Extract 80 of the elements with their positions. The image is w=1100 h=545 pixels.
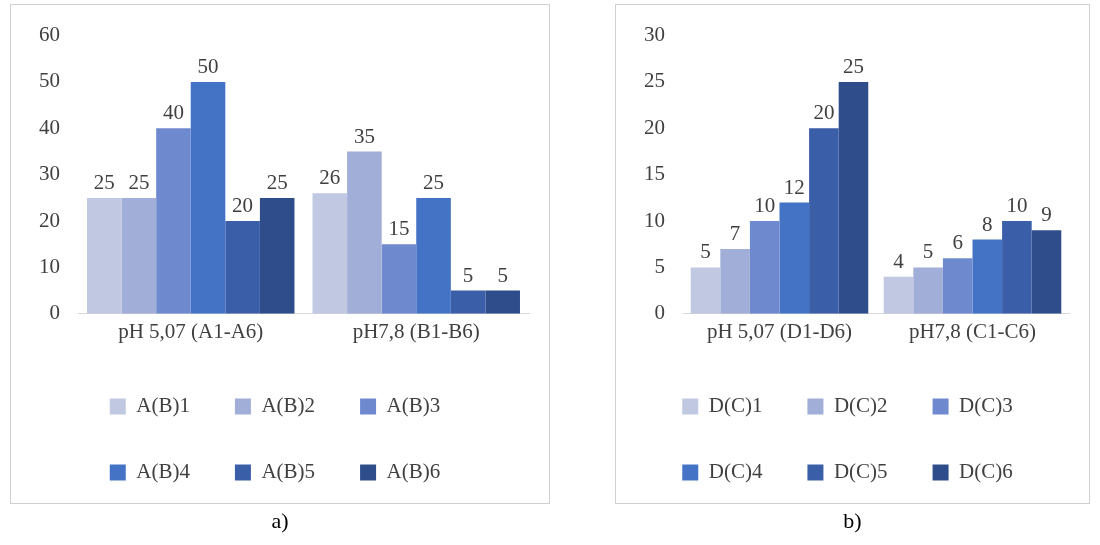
data-label: 20 (813, 100, 835, 125)
y-tick-label: 50 (39, 68, 60, 93)
y-tick-label: 20 (39, 207, 60, 232)
bar (972, 239, 1003, 314)
y-tick-label: 60 (39, 22, 60, 47)
data-label: 5 (462, 262, 474, 287)
bar (942, 258, 973, 314)
y-tick-label: 30 (39, 161, 60, 186)
y-tick-label: 30 (644, 22, 665, 47)
data-label: 6 (952, 230, 963, 255)
y-tick-label: 15 (644, 161, 665, 186)
bar (416, 197, 451, 314)
y-tick-label: 40 (39, 114, 60, 139)
legend-label: D(C)5 (833, 459, 888, 484)
x-tick-label: pH 5,07 (D1-D6) (706, 318, 853, 343)
y-tick-label: 0 (654, 300, 665, 325)
bar (121, 197, 157, 314)
data-label: 10 (754, 193, 776, 218)
text: b) (842, 508, 863, 534)
bar (779, 202, 810, 314)
bar (1002, 221, 1032, 314)
data-label: 26 (319, 165, 341, 190)
data-label: 15 (388, 216, 410, 241)
bar (690, 267, 721, 314)
data-label: 4 (893, 248, 905, 273)
legend-label: A(B)3 (386, 393, 441, 418)
legend-label: A(B)4 (136, 459, 191, 484)
x-tick-label: pH 5,07 (A1-A6) (118, 318, 264, 343)
bar (809, 128, 839, 314)
legend-label: A(B)5 (261, 459, 316, 484)
legend-label: A(B)6 (386, 459, 441, 484)
bar (156, 128, 191, 314)
y-tick-label: 20 (644, 114, 665, 139)
y-tick-label: 5 (654, 253, 665, 278)
data-label: 7 (729, 220, 741, 245)
bar (450, 290, 486, 314)
data-label: 25 (842, 53, 864, 78)
x-tick-label: pH7,8 (C1-C6) (908, 318, 1037, 343)
legend-label: D(C)1 (708, 393, 763, 418)
bar (838, 81, 869, 314)
y-tick-label: 10 (39, 253, 60, 278)
bar (347, 151, 382, 314)
bar (190, 81, 226, 314)
bar (913, 267, 943, 314)
y-tick-label: 25 (644, 68, 665, 93)
bar (225, 221, 260, 314)
legend-label: A(B)1 (136, 393, 190, 418)
legend-label: D(C)3 (959, 393, 1013, 418)
data-label: 8 (982, 211, 993, 236)
data-label: 25 (423, 169, 445, 194)
bar (312, 193, 348, 314)
x-tick-label: pH7,8 (B1-B6) (352, 318, 480, 343)
data-label: 25 (266, 169, 288, 194)
data-label: 10 (1006, 193, 1028, 218)
data-label: 12 (783, 174, 805, 199)
data-label: 50 (197, 53, 219, 78)
data-label: 5 (700, 239, 711, 264)
data-label: 25 (128, 169, 150, 194)
data-label: 5 (497, 262, 508, 287)
bar (87, 197, 122, 314)
bar (720, 248, 750, 314)
legend-label: D(C)6 (959, 459, 1013, 484)
bar (883, 276, 914, 314)
legend-label: D(C)2 (833, 393, 888, 418)
data-label: 40 (162, 100, 184, 125)
y-tick-label: 0 (49, 300, 60, 325)
data-label: 20 (232, 193, 254, 218)
data-label: 35 (353, 123, 375, 148)
data-label: 9 (1041, 202, 1052, 227)
bar (381, 244, 417, 314)
bar (485, 290, 520, 314)
y-tick-label: 10 (644, 207, 665, 232)
bar (749, 221, 780, 314)
legend-label: A(B)2 (261, 393, 316, 418)
bar (259, 197, 295, 314)
text: a) (270, 508, 290, 534)
legend-label: D(C)4 (708, 459, 763, 484)
data-label: 25 (93, 169, 115, 194)
data-label: 5 (922, 239, 934, 264)
bar (1031, 230, 1062, 314)
